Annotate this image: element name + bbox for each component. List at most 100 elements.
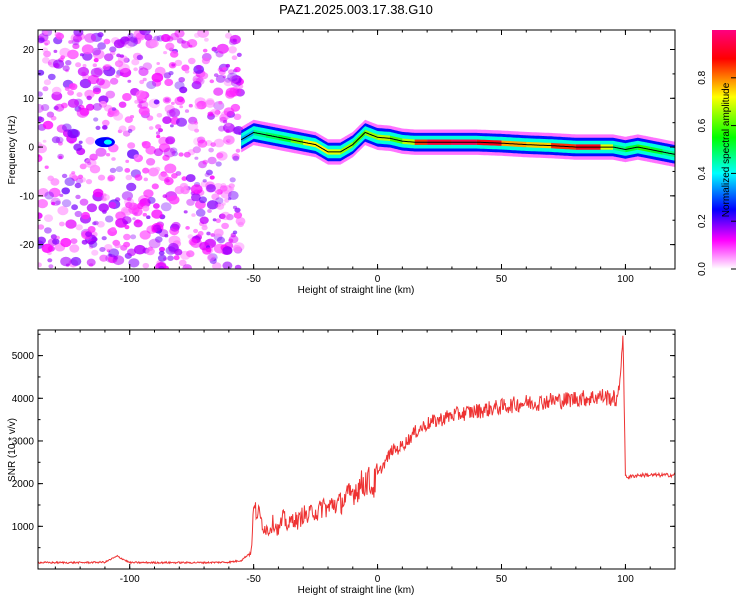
noise-speckle	[227, 72, 238, 82]
noise-speckle	[48, 264, 54, 269]
noise-speckle	[142, 205, 150, 212]
noise-speckle	[207, 111, 214, 117]
noise-speckle	[92, 103, 102, 111]
noise-speckle	[47, 73, 56, 81]
noise-speckle	[62, 65, 70, 72]
noise-speckle	[225, 129, 230, 133]
noise-speckle	[122, 208, 129, 214]
noise-speckle	[222, 246, 233, 255]
noise-speckle	[164, 97, 170, 103]
noise-speckle	[183, 210, 188, 214]
noise-speckle	[59, 47, 71, 58]
noise-speckle	[168, 242, 179, 252]
noise-speckle	[202, 159, 208, 165]
noise-speckle	[194, 32, 201, 38]
noise-speckle	[235, 148, 241, 153]
noise-speckle	[192, 146, 201, 154]
noise-speckle	[158, 265, 165, 269]
noise-speckle	[193, 228, 199, 234]
noise-speckle	[115, 166, 123, 173]
noise-speckle	[153, 203, 160, 209]
noise-speckle	[125, 174, 133, 181]
noise-speckle	[166, 109, 176, 118]
noise-speckle	[46, 111, 55, 118]
noise-speckle	[71, 171, 76, 175]
noise-speckle	[217, 236, 225, 244]
noise-speckle	[231, 153, 240, 161]
noise-speckle	[67, 49, 79, 60]
noise-speckle	[115, 74, 120, 78]
noise-speckle	[42, 86, 49, 92]
noise-speckle	[233, 126, 244, 135]
snr-y-tick-label: 3000	[12, 436, 35, 447]
noise-speckle	[84, 89, 95, 99]
noise-speckle	[184, 69, 190, 74]
snr-x-tick-label: 0	[375, 574, 381, 585]
noise-speckle	[157, 254, 167, 262]
noise-speckle	[197, 139, 208, 148]
noise-speckle	[111, 157, 116, 161]
noise-speckle	[145, 145, 156, 155]
snr-frame	[37, 329, 676, 570]
noise-speckle	[97, 42, 106, 50]
snr-axes: -100 -50 0 50 100 1000 2000 3000 4000 5000	[12, 330, 676, 585]
noise-speckle	[113, 39, 125, 49]
noise-speckle	[153, 35, 161, 42]
snr-x-tick-label: -50	[246, 574, 261, 585]
colorbar-ticks: 0.0 0.2 0.4 0.6 0.8	[697, 70, 736, 276]
noise-speckle	[185, 174, 196, 183]
noise-speckle	[104, 53, 114, 62]
noise-speckle	[138, 106, 150, 116]
noise-speckle	[155, 236, 163, 243]
noise-speckle	[183, 151, 191, 158]
noise-speckle	[211, 46, 218, 52]
noise-speckle	[67, 90, 74, 96]
noise-speckle	[86, 95, 92, 101]
noise-speckle	[219, 185, 228, 192]
noise-speckle	[174, 59, 183, 67]
spectrogram-y-tick-label: 0	[28, 143, 34, 154]
noise-speckle	[81, 211, 90, 220]
noise-speckle	[108, 248, 120, 258]
noise-speckle	[154, 166, 161, 172]
snr-x-tick-label: -100	[120, 574, 140, 585]
noise-speckle	[222, 261, 233, 269]
noise-speckle	[232, 245, 242, 253]
noise-speckle	[149, 40, 159, 48]
noise-speckle	[234, 264, 242, 269]
snr-line	[38, 335, 675, 565]
noise-speckle	[81, 44, 94, 55]
noise-speckle	[227, 197, 232, 201]
noise-speckle	[163, 51, 168, 55]
noise-speckle	[196, 100, 207, 110]
noise-speckle	[99, 254, 108, 262]
noise-speckle	[84, 158, 97, 169]
noise-speckle	[233, 211, 243, 219]
noise-speckle	[199, 216, 209, 225]
noise-speckle	[225, 63, 230, 68]
noise-speckle	[86, 203, 98, 213]
noise-speckle	[57, 141, 63, 146]
noise-speckle	[142, 167, 150, 174]
noise-speckle	[212, 218, 217, 222]
colorbar-label: Normalized spectral amplitude	[721, 82, 732, 217]
noise-speckle	[171, 173, 178, 179]
noise-speckle	[179, 86, 188, 94]
noise-speckle	[236, 52, 242, 58]
noise-speckle	[44, 191, 54, 200]
spectrogram-x-label: Height of straight line (km)	[298, 285, 415, 296]
noise-speckle	[181, 176, 188, 181]
noise-speckle	[92, 63, 98, 68]
noise-speckle	[218, 69, 226, 76]
noise-speckle	[170, 50, 179, 58]
spectrogram-x-tick-label: 0	[375, 274, 381, 285]
noise-speckle	[77, 174, 84, 179]
noise-speckle	[223, 107, 235, 117]
noise-speckle	[119, 54, 124, 58]
noise-speckle	[50, 115, 57, 121]
noise-speckle	[108, 201, 117, 209]
noise-speckle	[211, 193, 220, 201]
snr-y-label: SNR (10 * v/v)	[7, 418, 18, 482]
noise-speckle	[228, 238, 234, 243]
noise-speckle	[138, 100, 149, 109]
